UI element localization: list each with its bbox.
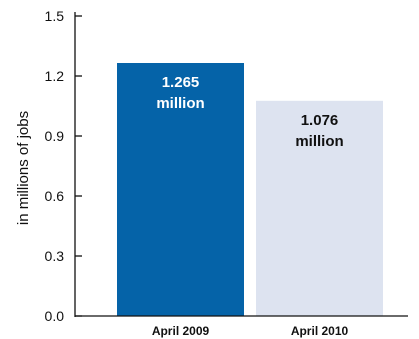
- bar: [117, 63, 244, 316]
- y-tick-label: 0.0: [45, 308, 65, 324]
- y-tick-label: 0.9: [45, 128, 65, 144]
- y-tick-label: 1.5: [45, 8, 65, 24]
- x-axis-labels: April 2009 April 2010: [152, 324, 349, 338]
- bar-labels: 1.265 million 1.076 million: [156, 74, 343, 150]
- y-axis-title-group: in millions of jobs: [15, 111, 32, 225]
- bar-value-label-line: 1.265: [162, 74, 200, 91]
- y-tick-label: 1.2: [45, 68, 65, 84]
- bar-value-label-line: 1.076: [301, 112, 339, 129]
- x-category-label: April 2010: [291, 324, 349, 338]
- y-tick-label: 0.6: [45, 188, 65, 204]
- bar-value-label-line: million: [295, 133, 343, 150]
- bars: [117, 63, 383, 316]
- bar-value-label: 1.265 million: [156, 74, 204, 112]
- bar-value-label-line: million: [156, 95, 204, 112]
- bar-value-label: 1.076 million: [295, 112, 343, 150]
- bar: [256, 100, 383, 316]
- x-category-label: April 2009: [152, 324, 210, 338]
- y-axis-title: in millions of jobs: [15, 111, 32, 225]
- y-axis-ticks: 0.0 0.3 0.6 0.9 1.2 1.5: [45, 8, 82, 324]
- y-tick-label: 0.3: [45, 248, 65, 264]
